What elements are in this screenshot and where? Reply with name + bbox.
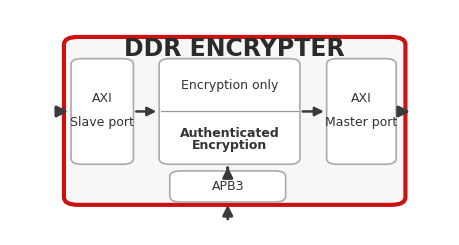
FancyBboxPatch shape [64, 37, 404, 205]
FancyBboxPatch shape [71, 59, 133, 164]
Text: AXI: AXI [92, 92, 112, 105]
Text: Slave port: Slave port [70, 116, 134, 129]
Text: Encryption only: Encryption only [180, 79, 278, 92]
Text: Authenticated: Authenticated [179, 127, 279, 140]
Text: DDR ENCRYPTER: DDR ENCRYPTER [124, 37, 344, 61]
Text: Encryption: Encryption [191, 139, 267, 152]
FancyBboxPatch shape [169, 171, 285, 202]
FancyBboxPatch shape [326, 59, 395, 164]
Text: APB3: APB3 [211, 180, 243, 193]
Text: Master port: Master port [325, 116, 397, 129]
FancyBboxPatch shape [159, 59, 299, 164]
Text: AXI: AXI [350, 92, 371, 105]
